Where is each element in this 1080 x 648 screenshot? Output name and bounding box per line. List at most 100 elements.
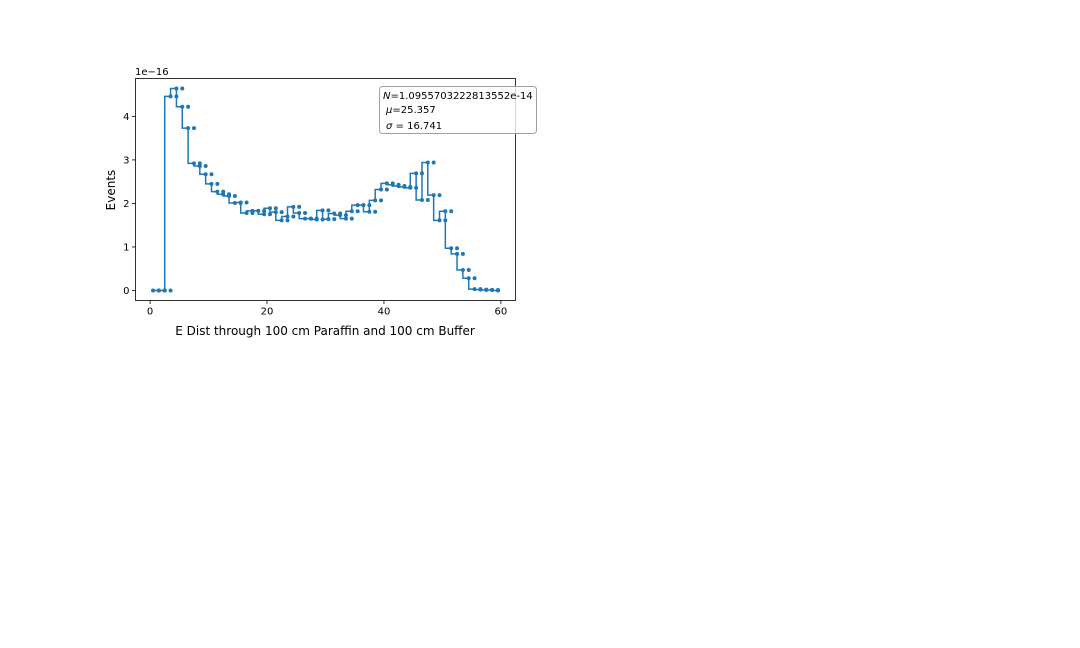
data-point bbox=[186, 126, 191, 131]
step-point bbox=[478, 287, 483, 292]
step-point bbox=[203, 163, 208, 168]
data-point bbox=[460, 268, 465, 273]
step-point bbox=[460, 251, 465, 256]
data-point bbox=[303, 216, 308, 221]
step-point bbox=[390, 181, 395, 186]
step-point bbox=[209, 172, 214, 177]
y-axis-label: Events bbox=[104, 170, 118, 211]
step-point bbox=[285, 218, 290, 223]
step-point bbox=[279, 210, 284, 215]
step-point bbox=[361, 203, 366, 208]
stats-mu-line: μ=25.357 bbox=[385, 105, 436, 116]
step-point bbox=[186, 104, 191, 109]
step-point bbox=[291, 214, 296, 219]
step-point bbox=[455, 246, 460, 251]
y-tick-label: 4 bbox=[123, 112, 129, 123]
data-point bbox=[466, 276, 471, 281]
data-point bbox=[191, 161, 196, 166]
step-point bbox=[384, 187, 389, 192]
x-tick-label: 60 bbox=[495, 307, 508, 318]
step-point bbox=[379, 198, 384, 203]
step-point bbox=[308, 216, 313, 221]
step-point bbox=[250, 211, 255, 216]
data-point bbox=[232, 200, 237, 205]
data-point bbox=[180, 104, 185, 109]
step-point bbox=[425, 197, 430, 202]
data-point bbox=[244, 211, 249, 216]
step-point bbox=[466, 268, 471, 273]
data-point bbox=[431, 193, 436, 198]
data-point bbox=[209, 181, 214, 186]
data-point bbox=[443, 209, 448, 214]
data-point bbox=[455, 251, 460, 256]
step-point bbox=[180, 86, 185, 91]
step-point bbox=[495, 288, 500, 293]
data-point bbox=[297, 211, 302, 216]
data-point bbox=[332, 211, 337, 216]
x-tick-label: 0 bbox=[147, 307, 153, 318]
step-point bbox=[197, 161, 202, 166]
step-point bbox=[419, 171, 424, 176]
y-tick-label: 3 bbox=[123, 155, 129, 166]
data-point bbox=[203, 172, 208, 177]
data-point bbox=[449, 246, 454, 251]
step-point bbox=[443, 218, 448, 223]
step-point bbox=[408, 184, 413, 189]
step-point bbox=[484, 287, 489, 292]
data-point bbox=[215, 189, 220, 194]
step-point bbox=[314, 216, 319, 221]
data-point bbox=[320, 208, 325, 213]
data-point bbox=[285, 214, 290, 219]
x-axis: 0 20 40 60 bbox=[147, 300, 508, 318]
step-point bbox=[297, 204, 302, 209]
stats-box-frame bbox=[379, 86, 537, 134]
data-point bbox=[349, 209, 354, 214]
step-point bbox=[414, 185, 419, 190]
step-point bbox=[303, 211, 308, 216]
step-point bbox=[349, 216, 354, 221]
step-point bbox=[191, 126, 196, 131]
y-offset-label: 1e−16 bbox=[135, 67, 169, 78]
y-axis: 0 1 2 3 4 bbox=[123, 112, 136, 297]
axes-frame bbox=[135, 78, 516, 301]
step-point bbox=[367, 203, 372, 208]
y-tick-label: 2 bbox=[123, 199, 129, 210]
step-point bbox=[343, 213, 348, 218]
step-point bbox=[326, 208, 331, 213]
step-point bbox=[449, 209, 454, 214]
step-point bbox=[162, 288, 167, 293]
step-point bbox=[174, 94, 179, 99]
data-point bbox=[168, 94, 173, 99]
data-point bbox=[267, 206, 272, 211]
step-point bbox=[396, 182, 401, 187]
data-point bbox=[174, 86, 179, 91]
step-point bbox=[472, 276, 477, 281]
y-tick-label: 1 bbox=[123, 242, 129, 253]
data-point bbox=[279, 218, 284, 223]
step-point bbox=[168, 288, 173, 293]
data-point bbox=[367, 209, 372, 214]
step-point bbox=[156, 288, 161, 293]
step-point bbox=[227, 192, 232, 197]
data-point bbox=[373, 198, 378, 203]
step-point bbox=[332, 217, 337, 222]
step-point bbox=[338, 211, 343, 216]
step-point bbox=[238, 200, 243, 205]
x-axis-label: E Dist through 100 cm Paraffin and 100 c… bbox=[175, 324, 475, 338]
step-point bbox=[437, 193, 442, 198]
data-point bbox=[414, 171, 419, 176]
data-point bbox=[291, 204, 296, 209]
data-point bbox=[425, 160, 430, 165]
stats-box: N=1.0955703222813552e-14 μ=25.357 σ = 16… bbox=[379, 86, 537, 134]
step-point bbox=[215, 181, 220, 186]
stats-n-line: N=1.0955703222813552e-14 bbox=[383, 91, 533, 102]
step-point bbox=[320, 217, 325, 222]
step-point bbox=[355, 209, 360, 214]
data-point bbox=[355, 203, 360, 208]
data-point bbox=[384, 181, 389, 186]
step-point bbox=[232, 194, 237, 199]
step-point bbox=[221, 189, 226, 194]
data-point bbox=[379, 187, 384, 192]
series-layer bbox=[151, 86, 500, 293]
